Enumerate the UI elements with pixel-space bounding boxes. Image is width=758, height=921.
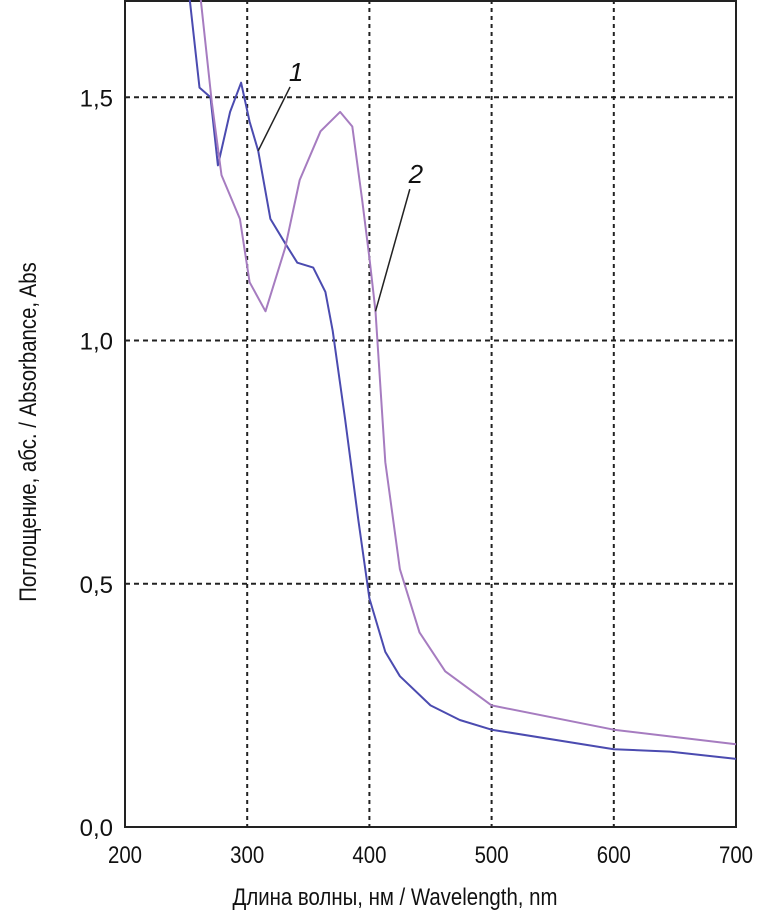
annotation-label: 1 <box>289 57 303 87</box>
x-axis-label: Длина волны, нм / Wavelength, nm <box>233 883 558 910</box>
x-tick-label: 600 <box>597 841 631 868</box>
y-tick-label: 1,0 <box>80 329 113 356</box>
y-tick-label: 0,0 <box>80 815 113 842</box>
x-tick-label: 700 <box>719 841 753 868</box>
x-tick-label: 400 <box>352 841 386 868</box>
annotation-leader-line <box>257 86 291 152</box>
x-tick-label: 500 <box>475 841 509 868</box>
series-line-2 <box>199 0 737 746</box>
y-tick-label: 1,5 <box>80 85 113 112</box>
y-tick-label: 0,5 <box>80 572 113 599</box>
annotation-leader-line <box>374 188 411 312</box>
x-tick-label: 200 <box>108 841 142 868</box>
plot-frame <box>124 0 737 828</box>
series-line-1 <box>188 0 737 760</box>
x-tick-label: 300 <box>230 841 264 868</box>
y-axis-label: Поглощение, абс. / Absorbance, Abs <box>14 262 41 602</box>
annotation-label: 2 <box>408 159 424 189</box>
